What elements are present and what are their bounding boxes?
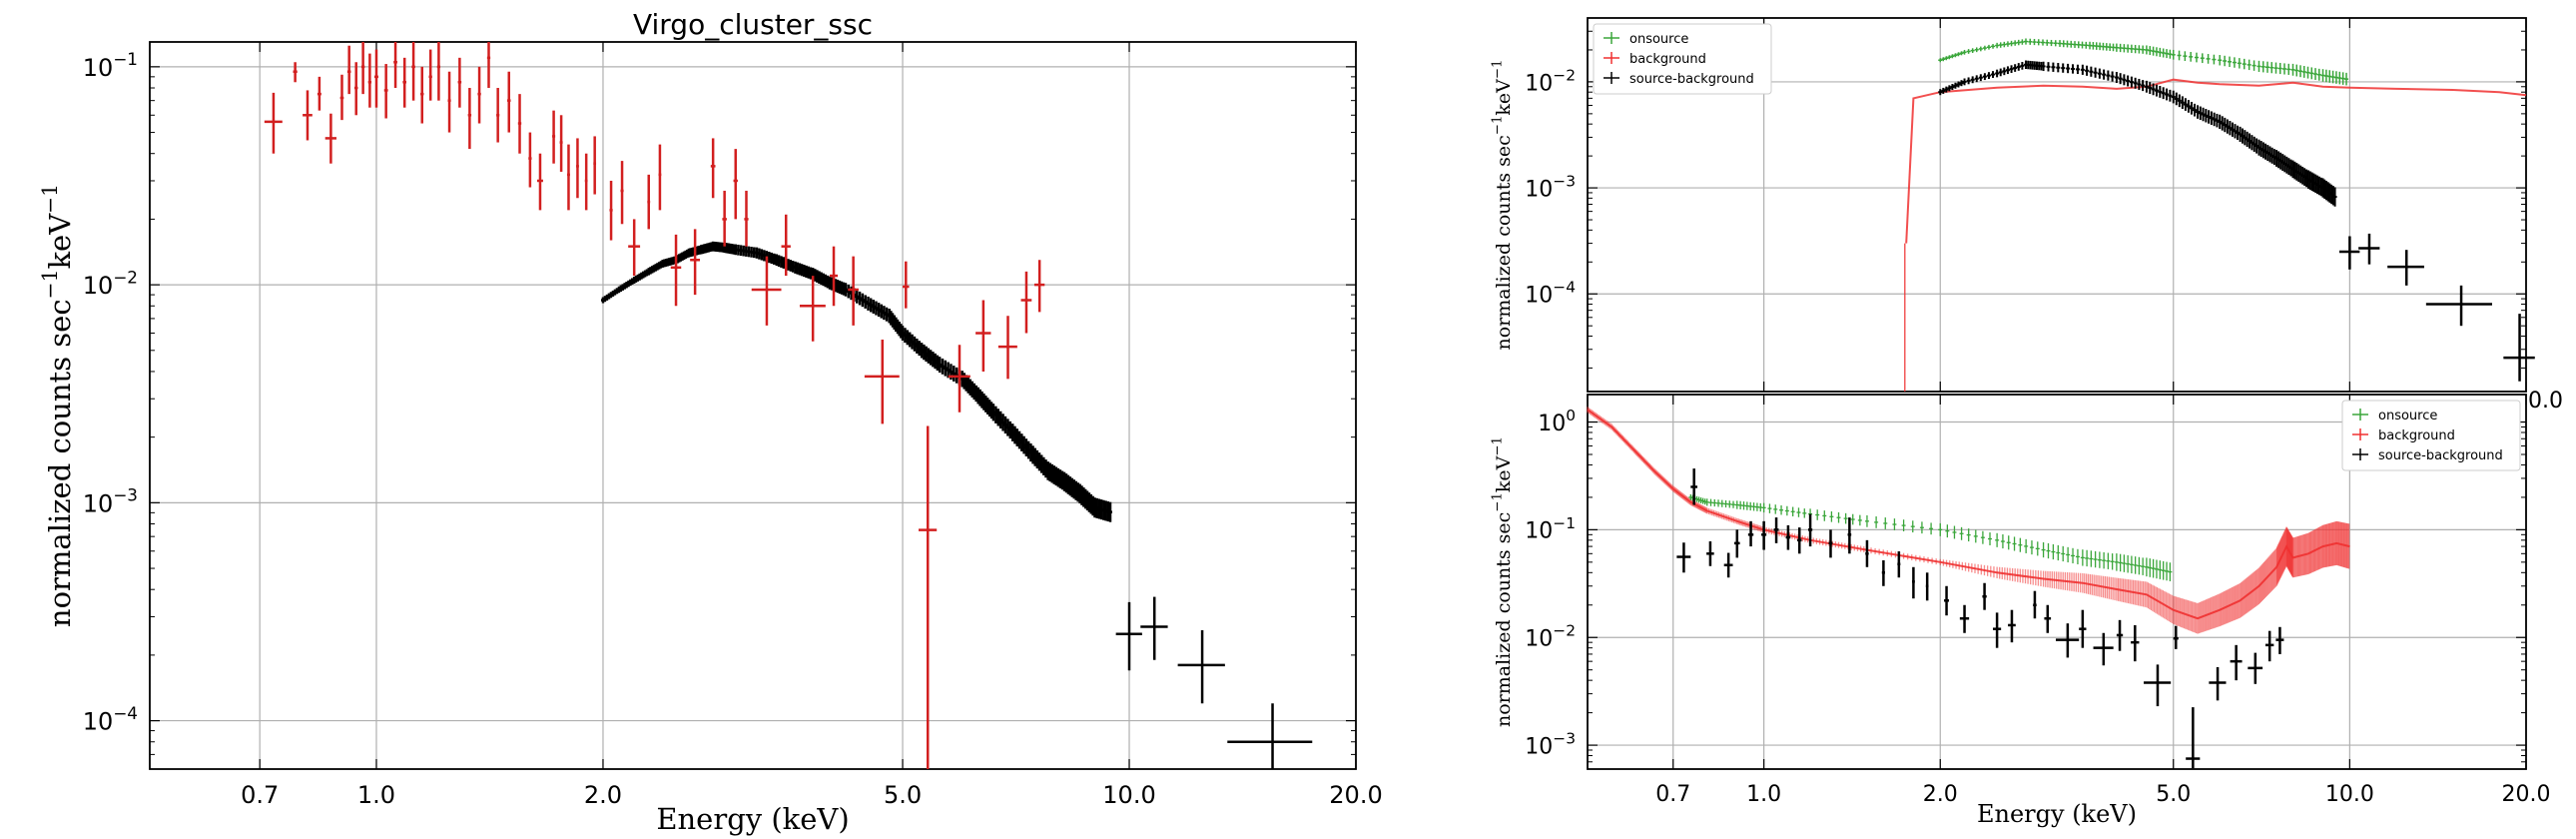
- y-tick-label: 10−1: [1525, 514, 1576, 544]
- y-tick-label: 100: [1538, 407, 1576, 436]
- x-tick-label: 5.0: [2156, 782, 2191, 807]
- x-tick-label: 0.7: [1655, 782, 1690, 807]
- y-axis-label: normalized counts sec−1keV−1: [1490, 59, 1515, 350]
- y-tick-label: 10−2: [1525, 622, 1576, 652]
- y-tick-label: 10−3: [1525, 173, 1576, 203]
- legend-label: onsource: [1629, 32, 1688, 47]
- legend-label: source-background: [1629, 72, 1754, 87]
- x-tick-label: 20.0: [1329, 781, 1382, 809]
- top-right-panel: 10−4 10−3 10−2 0.0 normalized counts sec−1ke…: [1490, 17, 2563, 414]
- plot-frame: [149, 41, 1357, 770]
- x-tick-label: 5.0: [884, 781, 922, 809]
- legend-label: source-background: [2378, 448, 2503, 463]
- background-line: [1587, 409, 2350, 620]
- left-panel: 10−4 10−3 10−2 10−1 0.7 1.0 2.0 5.0 10.0 20.0 Ener…: [38, 8, 1383, 836]
- x-tick-label: 0.0: [2528, 389, 2563, 414]
- legend-label: onsource: [2378, 409, 2437, 423]
- x-tick-label: 1.0: [1746, 782, 1781, 807]
- y-tick-label: 10−3: [83, 485, 138, 518]
- x-tick-label: 2.0: [584, 781, 622, 809]
- x-tick-label: 0.7: [241, 781, 279, 809]
- chart-title: Virgo_cluster_ssc: [633, 8, 873, 41]
- background-line: [1905, 78, 2527, 244]
- legend-box: [1593, 23, 1772, 95]
- plot-frame: [1587, 17, 2527, 393]
- y-tick-label: 10−3: [1525, 730, 1576, 760]
- legend-label: background: [2378, 428, 2455, 443]
- x-tick-label: 20.0: [2502, 782, 2551, 807]
- y-tick-label: 10−4: [83, 703, 138, 736]
- bottom-right-panel: 10−3 10−2 10−1 100 0.7 1.0 2.0 5.0 10.0 20.0 Energ…: [1490, 394, 2551, 828]
- x-tick-label: 10.0: [1102, 781, 1155, 809]
- plot-frame: [1587, 394, 2527, 770]
- legend-box: [2341, 400, 2521, 471]
- y-tick-label: 10−4: [1525, 279, 1576, 309]
- x-axis-label: Energy (keV): [1977, 800, 2137, 828]
- y-axis-label: normalized counts sec−1keV−1: [1490, 436, 1515, 727]
- y-tick-label: 10−2: [1525, 66, 1576, 96]
- y-tick-label: 10−1: [83, 49, 138, 82]
- legend-label: background: [1629, 52, 1706, 67]
- x-tick-label: 10.0: [2325, 782, 2374, 807]
- y-tick-label: 10−2: [83, 267, 138, 300]
- x-tick-label: 1.0: [357, 781, 395, 809]
- x-axis-label: Energy (keV): [656, 802, 849, 836]
- y-axis-label: normalized counts sec−1keV−1: [38, 184, 77, 627]
- x-tick-label: 2.0: [1923, 782, 1958, 807]
